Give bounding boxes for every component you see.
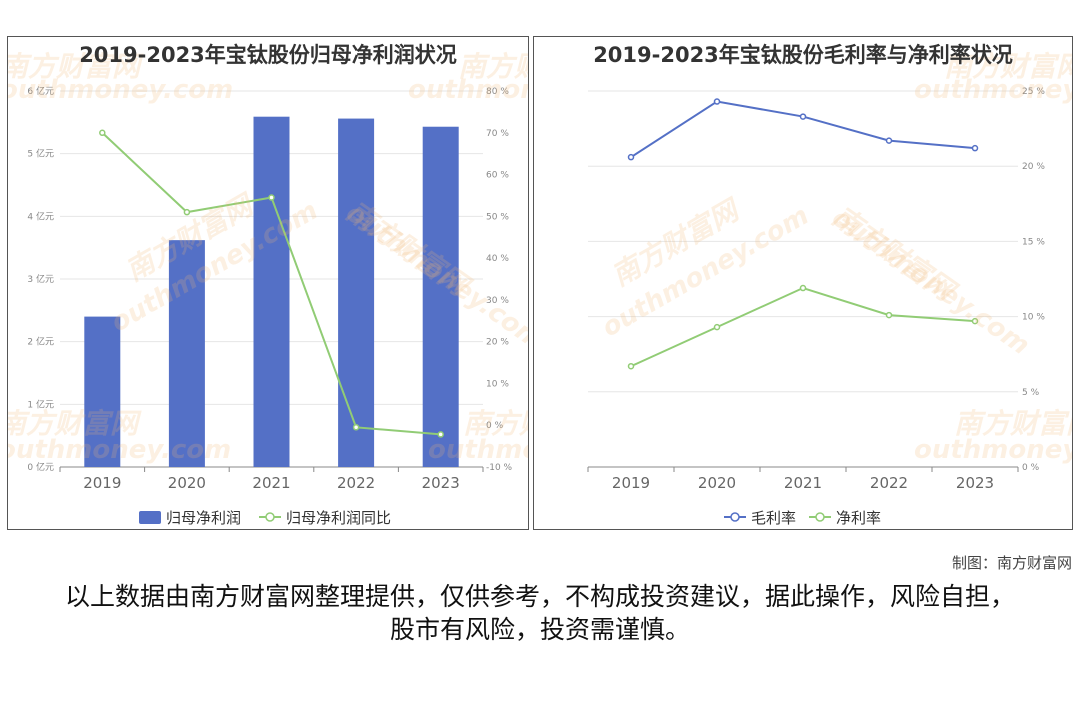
point-yoy	[437, 431, 444, 438]
x-tick-label: 2021	[252, 474, 290, 492]
x-tick-label: 2020	[168, 474, 206, 492]
legend-label: 归母净利润同比	[286, 509, 391, 527]
point-gross-margin	[799, 113, 807, 120]
y-right-tick-label: 70 %	[486, 129, 509, 139]
y-right-tick-label: 10 %	[486, 379, 509, 389]
net-profit-chart: 0 亿元 1 亿元 2 亿元 3 亿元 4 亿元 5 亿元 6 亿元 -10 % 0 % 10 %…	[27, 85, 513, 527]
legend-swatch-marker	[815, 512, 825, 522]
y-right-tick-label: 30 %	[486, 296, 509, 306]
margin-chart-panel: 2019-2023年宝钛股份毛利率与净利率状况 0 % 5 % 10 % 15 % 20…	[533, 36, 1073, 530]
x-tick-label: 2021	[784, 474, 822, 492]
y-right-tick-label: 25 %	[1022, 87, 1045, 97]
point-gross-margin	[627, 153, 635, 161]
disclaimer: 以上数据由南方财富网整理提供，仅供参考，不构成投资建议，据此操作，风险自担，股市…	[64, 582, 1015, 644]
bar-net-profit	[253, 116, 290, 468]
series-line-net-margin	[630, 286, 976, 368]
y-right-tick-label: 20 %	[1022, 162, 1045, 172]
y-right-tick-label: -10 %	[486, 463, 513, 473]
x-tick-label: 2023	[956, 474, 994, 492]
bar-net-profit	[84, 316, 121, 467]
point-net-margin	[971, 317, 979, 325]
legend-swatch-marker	[730, 512, 740, 522]
y-left-tick-label: 1 亿元	[27, 398, 54, 410]
point-net-margin	[799, 284, 807, 292]
y-right-tick-label: 15 %	[1022, 237, 1045, 247]
point-net-margin	[627, 362, 635, 370]
point-gross-margin	[713, 98, 721, 105]
point-net-margin	[885, 311, 893, 319]
margin-chart: 0 % 5 % 10 % 15 % 20 % 25 % 2019 2020 2021 2022 20…	[587, 87, 1045, 527]
legend-swatch-bar	[139, 511, 161, 524]
y-left-tick-label: 4 亿元	[27, 210, 54, 222]
y-right-tick-label: 5 %	[1022, 388, 1040, 398]
point-yoy	[268, 194, 275, 201]
y-right-tick-label: 20 %	[486, 338, 509, 348]
legend-label: 归母净利润	[166, 509, 241, 527]
bar-net-profit	[422, 126, 459, 467]
y-left-tick-label: 5 亿元	[27, 148, 54, 160]
x-tick-label: 2020	[698, 474, 736, 492]
y-right-tick-label: 40 %	[486, 254, 509, 264]
point-gross-margin	[971, 144, 979, 152]
net-profit-chart-panel: 2019-2023年宝钛股份归母净利润状况 0 亿元 1 亿元 2 亿元 3 亿元 4 …	[7, 36, 529, 530]
chart-title: 2019-2023年宝钛股份毛利率与净利率状况	[593, 43, 1013, 67]
chart-credit: 制图：南方财富网	[951, 554, 1072, 572]
point-yoy	[183, 208, 191, 216]
y-right-tick-label: 10 %	[1022, 313, 1045, 323]
y-left-tick-label: 3 亿元	[27, 273, 54, 285]
series-line-gross-margin	[630, 100, 976, 159]
legend-label: 毛利率	[751, 509, 796, 527]
x-tick-label: 2019	[612, 474, 650, 492]
x-tick-label: 2022	[870, 474, 908, 492]
y-left-tick-label: 2 亿元	[27, 336, 54, 348]
x-tick-label: 2023	[422, 474, 460, 492]
x-tick-label: 2019	[83, 474, 121, 492]
y-left-tick-label: 6 亿元	[27, 85, 54, 97]
bar-net-profit	[168, 240, 205, 467]
y-right-tick-label: 50 %	[486, 212, 509, 222]
y-right-tick-label: 0 %	[1022, 463, 1040, 473]
y-right-tick-label: 80 %	[486, 87, 509, 97]
bar-net-profit	[338, 118, 375, 467]
point-net-margin	[713, 323, 721, 331]
y-left-tick-label: 0 亿元	[27, 461, 54, 473]
chart-title: 2019-2023年宝钛股份归母净利润状况	[79, 43, 457, 67]
y-right-tick-label: 0 %	[486, 421, 504, 431]
legend-swatch-marker	[265, 512, 275, 522]
legend-label: 净利率	[836, 509, 881, 527]
point-yoy	[99, 129, 106, 137]
y-right-tick-label: 60 %	[486, 171, 509, 181]
x-tick-label: 2022	[337, 474, 375, 492]
point-gross-margin	[885, 137, 893, 144]
point-yoy	[352, 424, 360, 431]
